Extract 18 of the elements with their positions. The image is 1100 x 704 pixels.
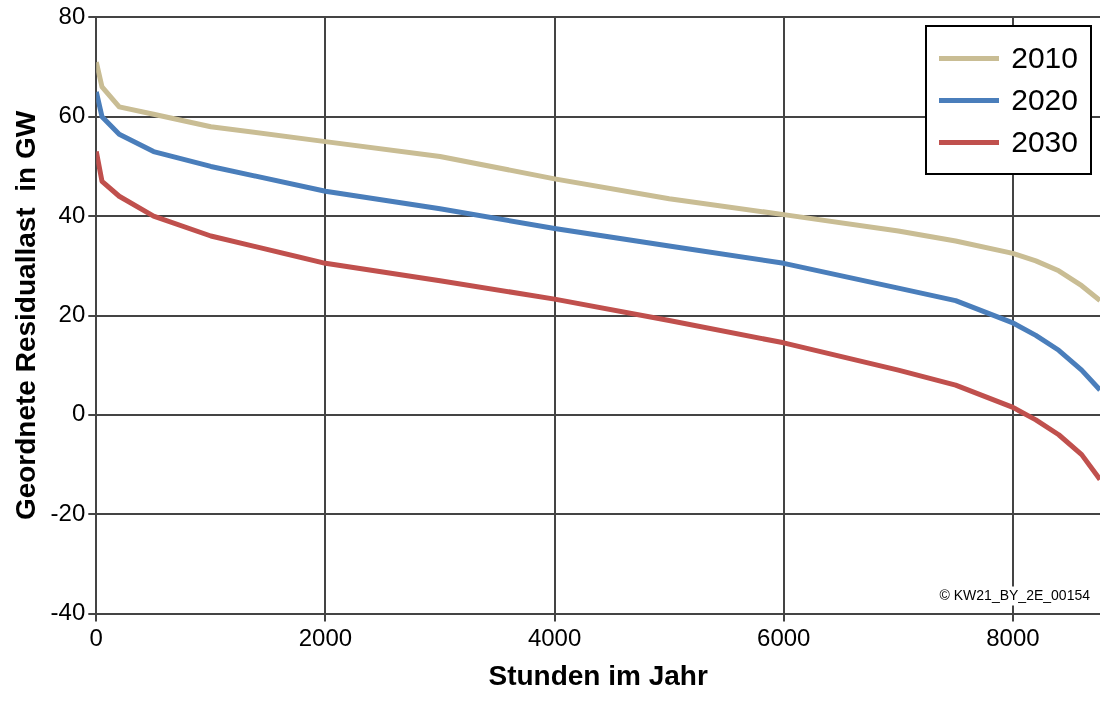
- annotation: © KW21_BY_2E_00154: [939, 587, 1091, 604]
- y-tick-label: 20: [58, 300, 86, 328]
- y-tick-label: 0: [71, 399, 86, 427]
- y-tick-label: -40: [50, 598, 86, 626]
- y-tick-label: 80: [58, 2, 86, 30]
- x-axis-title: Stunden im Jahr: [488, 659, 708, 691]
- y-tick-label: -20: [50, 498, 86, 526]
- x-tick-label: 6000: [757, 623, 811, 651]
- y-axis-title: Geordnete Residuallast in GW: [9, 110, 41, 521]
- y-tick-label: 40: [58, 200, 86, 228]
- legend-label: 2030: [1011, 125, 1078, 160]
- x-tick-label: 4000: [527, 623, 582, 651]
- legend-label: 2010: [1011, 41, 1078, 76]
- x-tick-label: 2000: [298, 623, 353, 651]
- y-tick-label: 60: [58, 101, 86, 129]
- legend-label: 2020: [1011, 83, 1078, 118]
- x-tick-label: 8000: [986, 623, 1040, 651]
- x-tick-label: 0: [89, 623, 103, 651]
